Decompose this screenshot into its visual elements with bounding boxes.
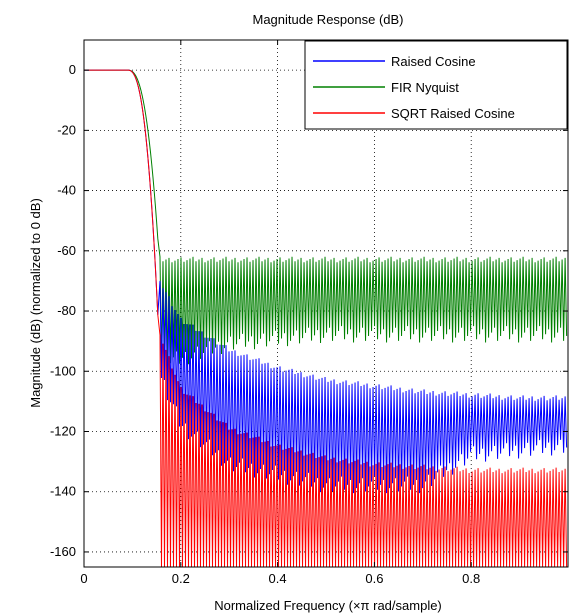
legend-box — [304, 40, 568, 130]
y-tick-label: -140 — [50, 484, 76, 499]
x-tick-label: 0 — [80, 571, 87, 586]
legend-entry-label: Raised Cosine — [391, 54, 476, 69]
chart-title: Magnitude Response (dB) — [252, 12, 403, 27]
x-tick-label: 0.6 — [365, 571, 383, 586]
series-layer — [84, 69, 568, 568]
x-tick-label: 0.2 — [172, 571, 190, 586]
y-axis-label: Magnitude (dB) (normalized to 0 dB) — [28, 198, 43, 408]
series-line-sqrt-raised-cosine — [84, 69, 568, 568]
series-line-fir-nyquist — [84, 69, 568, 370]
y-tick-label: -40 — [57, 183, 76, 198]
y-tick-label: -160 — [50, 544, 76, 559]
y-tick-label: -80 — [57, 303, 76, 318]
y-tick-label: -60 — [57, 243, 76, 258]
axis-ticks: 0 0.2 0.4 0.6 0.8 0 -20 -40 -60 -80 -100 -120 -140 -1… — [50, 40, 568, 586]
legend-entry-label: SQRT Raised Cosine — [391, 106, 515, 121]
x-tick-label: 0.4 — [269, 571, 287, 586]
legend: Raised Cosine FIR Nyquist SQRT Raised Cosi… — [304, 40, 568, 130]
x-tick-label: 0.8 — [462, 571, 480, 586]
y-tick-label: -20 — [57, 122, 76, 137]
x-axis-label: Normalized Frequency (×π rad/sample) — [214, 598, 442, 613]
y-tick-label: -120 — [50, 423, 76, 438]
plot-frame — [83, 39, 569, 568]
y-tick-label: 0 — [69, 62, 76, 77]
legend-entry-label: FIR Nyquist — [391, 80, 459, 95]
y-tick-label: -100 — [50, 363, 76, 378]
